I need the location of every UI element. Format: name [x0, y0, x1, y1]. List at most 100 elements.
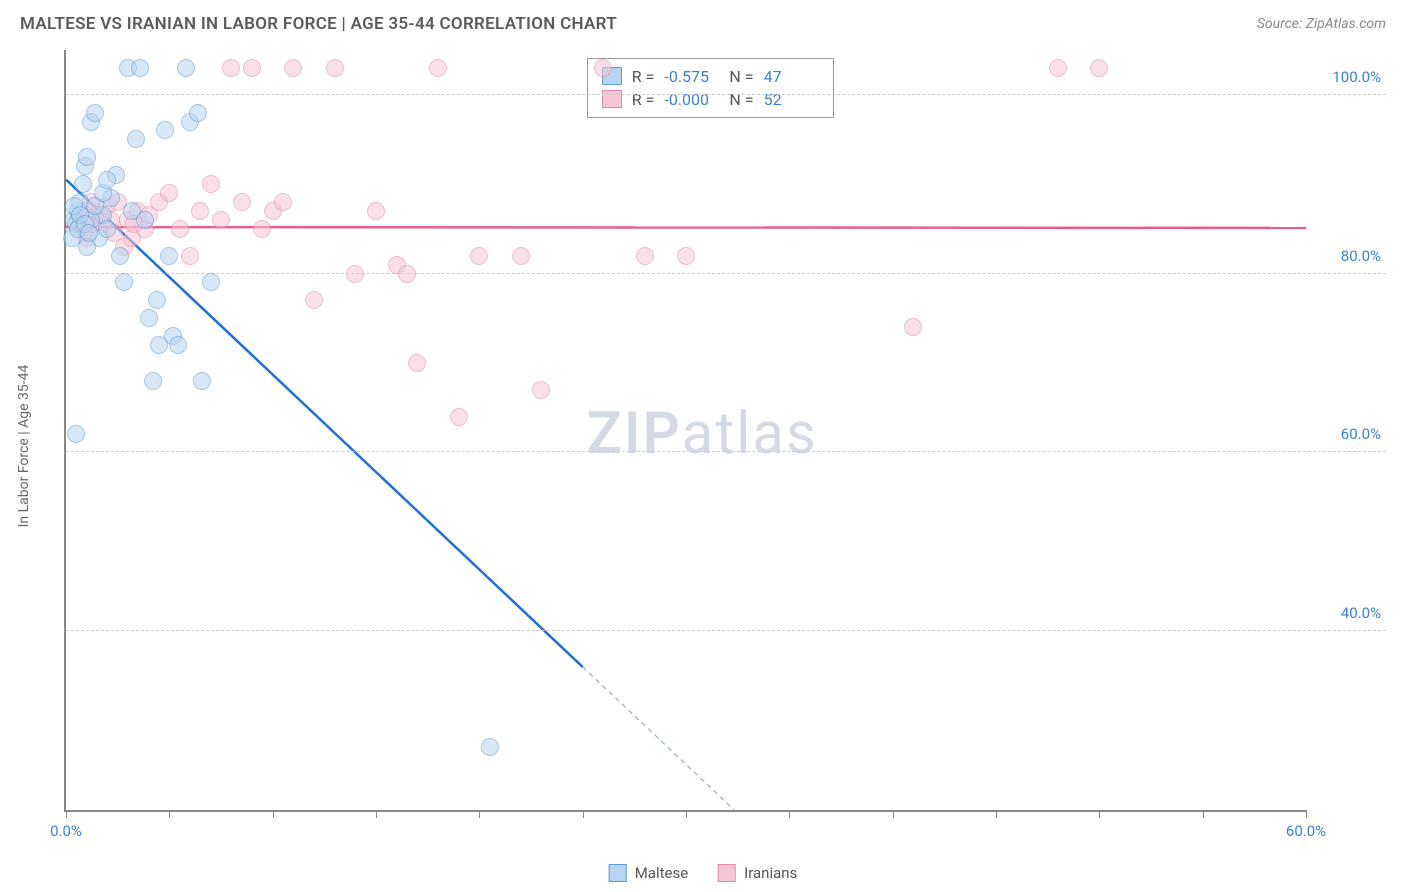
trendlines-svg [66, 50, 1306, 810]
data-point-iranians [636, 247, 654, 265]
data-point-iranians [1090, 59, 1108, 77]
data-point-maltese [140, 309, 158, 327]
data-point-iranians [202, 175, 220, 193]
data-point-maltese [150, 336, 168, 354]
stat-r-maltese: -0.575 [664, 67, 719, 86]
data-point-iranians [429, 59, 447, 77]
x-tick [1203, 810, 1204, 818]
data-point-maltese [131, 59, 149, 77]
data-point-iranians [284, 59, 302, 77]
gridline-h [66, 630, 1386, 631]
stat-n-maltese: 47 [764, 67, 819, 86]
gridline-h [66, 94, 1386, 95]
chart-container: In Labor Force | Age 35-44 ZIPatlas R = … [34, 50, 1386, 842]
data-point-maltese [156, 121, 174, 139]
stat-label: N = [729, 90, 753, 109]
gridline-h [66, 273, 1386, 274]
x-tick [169, 810, 170, 818]
legend-swatch-iranians [718, 864, 736, 882]
data-point-iranians [181, 247, 199, 265]
watermark: ZIPatlas [587, 400, 818, 468]
x-tick [479, 810, 480, 818]
data-point-maltese [144, 372, 162, 390]
x-tick [893, 810, 894, 818]
stat-label: N = [729, 67, 753, 86]
data-point-maltese [202, 273, 220, 291]
x-tick [66, 810, 67, 818]
x-tick-label: 60.0% [1286, 822, 1326, 840]
data-point-iranians [305, 291, 323, 309]
data-point-iranians [450, 408, 468, 426]
x-tick [376, 810, 377, 818]
data-point-maltese [98, 171, 116, 189]
stat-label: R = [632, 67, 655, 86]
data-point-iranians [367, 202, 385, 220]
data-point-iranians [326, 59, 344, 77]
data-point-iranians [532, 381, 550, 399]
x-tick [273, 810, 274, 818]
legend-label-maltese: Maltese [635, 864, 688, 882]
data-point-iranians [470, 247, 488, 265]
y-tick-label: 60.0% [1341, 425, 1381, 443]
data-point-maltese [74, 175, 92, 193]
x-tick [1099, 810, 1100, 818]
watermark-light: atlas [682, 400, 818, 468]
data-point-maltese [189, 104, 207, 122]
data-point-maltese [98, 220, 116, 238]
data-point-iranians [594, 59, 612, 77]
data-point-maltese [80, 224, 98, 242]
data-point-iranians [346, 265, 364, 283]
x-tick [686, 810, 687, 818]
data-point-maltese [136, 211, 154, 229]
x-tick [583, 810, 584, 818]
data-point-maltese [148, 291, 166, 309]
data-point-iranians [512, 247, 530, 265]
data-point-iranians [274, 193, 292, 211]
stats-row-iranians: R = -0.000 N = 52 [602, 88, 819, 111]
gridline-h [66, 451, 1386, 452]
data-point-maltese [78, 148, 96, 166]
data-point-maltese [127, 130, 145, 148]
data-point-iranians [233, 193, 251, 211]
data-point-iranians [212, 211, 230, 229]
correlation-stats-box: R = -0.575 N = 47 R = -0.000 N = 52 [587, 58, 834, 118]
data-point-iranians [191, 202, 209, 220]
data-point-iranians [1049, 59, 1067, 77]
y-axis-label: In Labor Force | Age 35-44 [16, 365, 32, 528]
y-tick-label: 40.0% [1341, 604, 1381, 622]
data-point-maltese [193, 372, 211, 390]
watermark-bold: ZIP [587, 400, 682, 468]
chart-title: MALTESE VS IRANIAN IN LABOR FORCE | AGE … [20, 14, 617, 34]
data-point-iranians [253, 220, 271, 238]
data-point-maltese [177, 59, 195, 77]
x-tick [789, 810, 790, 818]
x-tick [996, 810, 997, 818]
legend-item-iranians: Iranians [718, 864, 797, 882]
x-tick [1306, 810, 1307, 818]
data-point-iranians [222, 59, 240, 77]
data-point-iranians [398, 265, 416, 283]
stat-label: R = [632, 90, 655, 109]
data-point-iranians [171, 220, 189, 238]
y-tick-label: 100.0% [1332, 68, 1381, 86]
data-point-maltese [115, 273, 133, 291]
data-point-maltese [111, 247, 129, 265]
y-tick-label: 80.0% [1341, 247, 1381, 265]
plot-area: ZIPatlas R = -0.575 N = 47 R = -0.000 N … [64, 50, 1306, 812]
legend: Maltese Iranians [609, 864, 798, 882]
stats-row-maltese: R = -0.575 N = 47 [602, 65, 819, 88]
data-point-maltese [481, 738, 499, 756]
data-point-iranians [160, 184, 178, 202]
stat-r-iranians: -0.000 [664, 90, 719, 109]
legend-item-maltese: Maltese [609, 864, 688, 882]
legend-swatch-maltese [609, 864, 627, 882]
source-attribution: Source: ZipAtlas.com [1257, 16, 1386, 32]
data-point-maltese [169, 336, 187, 354]
x-tick-label: 0.0% [50, 822, 82, 840]
legend-label-iranians: Iranians [744, 864, 797, 882]
data-point-maltese [160, 247, 178, 265]
data-point-iranians [904, 318, 922, 336]
data-point-iranians [677, 247, 695, 265]
stat-n-iranians: 52 [764, 90, 819, 109]
data-point-maltese [86, 104, 104, 122]
